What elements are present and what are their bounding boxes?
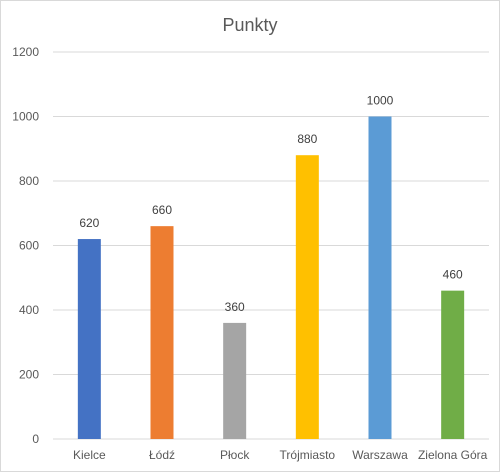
x-tick-label: Łódź [149,448,175,462]
data-label: 660 [152,203,172,217]
x-axis-tick-labels: Kielce Łódź Płock Trójmiasto Warszawa Zielona… [73,448,488,462]
data-label: 1000 [367,94,394,108]
y-tick-label: 200 [19,368,39,382]
data-labels: 620 660 360 880 1000 460 [79,94,463,314]
y-tick-label: 1000 [12,110,39,124]
bar [223,322,247,439]
x-tick-label: Zielona Góra [418,448,488,462]
y-tick-label: 600 [19,239,39,253]
x-tick-label: Warszawa [352,448,408,462]
x-tick-label: Kielce [73,448,106,462]
y-tick-label: 800 [19,174,39,188]
bar [77,239,101,439]
bars [77,116,465,439]
x-tick-label: Płock [220,448,250,462]
bar [441,290,465,439]
data-label: 460 [443,268,463,282]
bar [150,226,174,439]
y-tick-label: 400 [19,303,39,317]
gridlines [53,51,489,440]
y-tick-label: 0 [32,432,39,446]
x-tick-label: Trójmiasto [280,448,336,462]
bar [295,155,319,439]
data-label: 360 [225,300,245,314]
data-label: 620 [79,216,99,230]
y-tick-label: 1200 [12,45,39,59]
chart-title: Punkty [222,15,277,35]
y-axis-tick-labels: 0 200 400 600 800 1000 1200 [12,45,39,446]
bar [368,116,392,439]
data-label: 880 [297,132,317,146]
